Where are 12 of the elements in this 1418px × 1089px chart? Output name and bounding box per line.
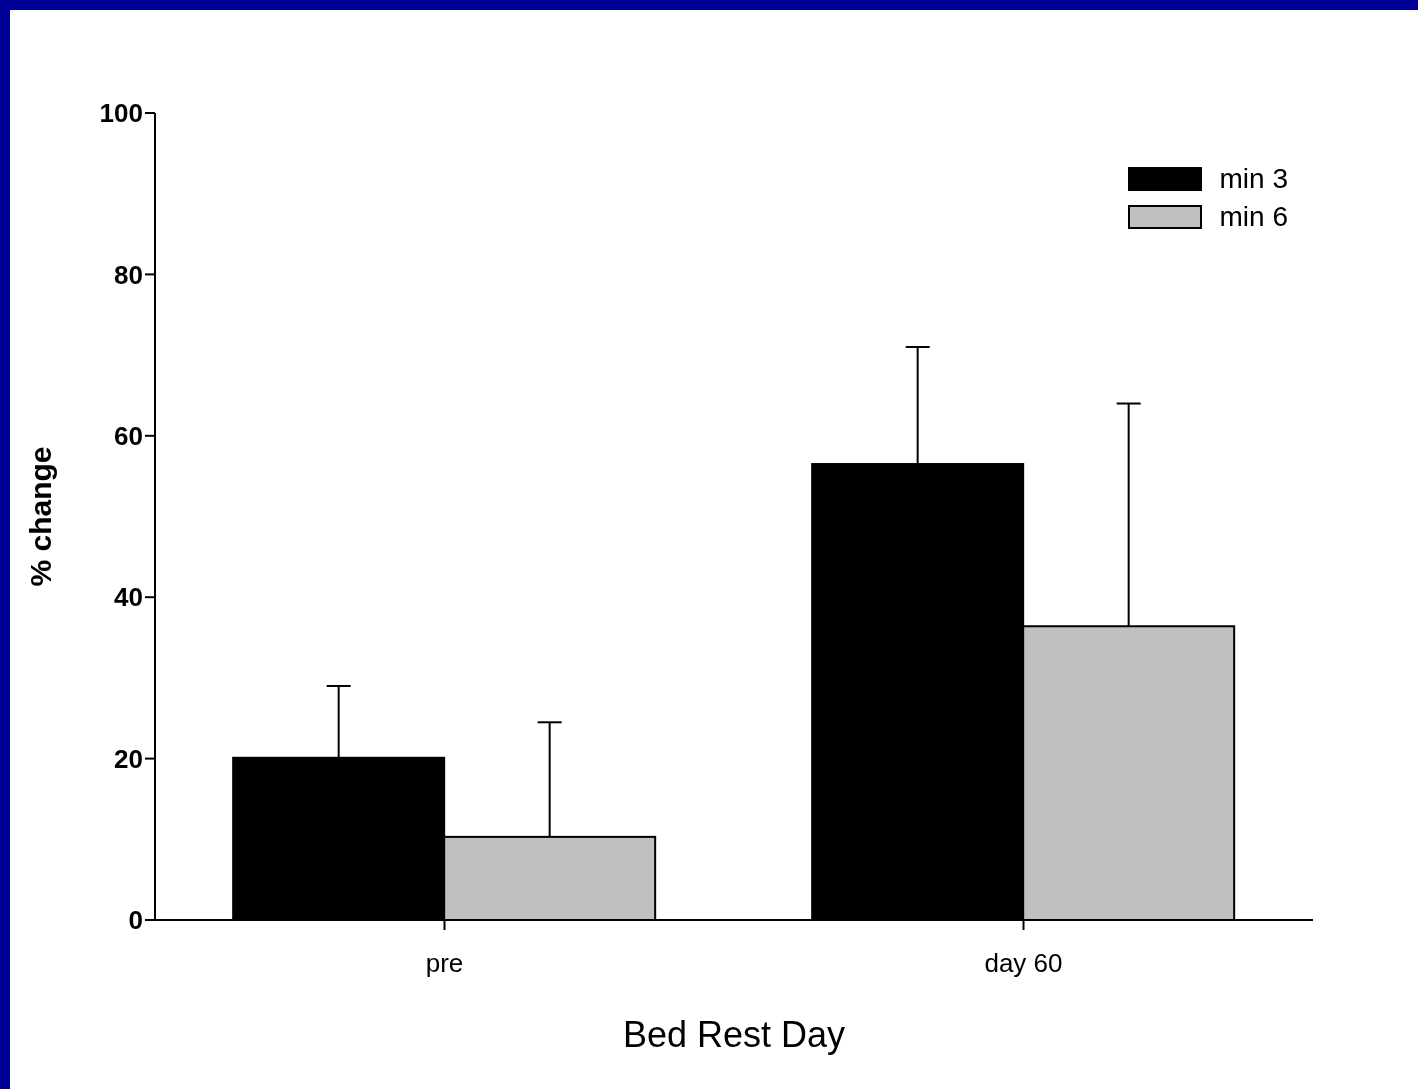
legend-label: min 3 <box>1219 163 1288 195</box>
x-axis-title: Bed Rest Day <box>622 1014 846 1055</box>
y-tick-label: 100 <box>99 98 143 129</box>
y-tick-label: 60 <box>114 421 143 452</box>
y-tick-label: 0 <box>128 905 143 936</box>
y-axis-title: % change <box>23 446 57 587</box>
y-tick-label: 80 <box>114 259 143 290</box>
y-tick-label: 40 <box>114 582 143 613</box>
legend-label: min 6 <box>1219 201 1288 233</box>
y-tick-label: 20 <box>114 743 143 774</box>
x-tick-label: day 60 <box>984 948 1063 979</box>
x-tick-label: pre <box>425 948 464 979</box>
